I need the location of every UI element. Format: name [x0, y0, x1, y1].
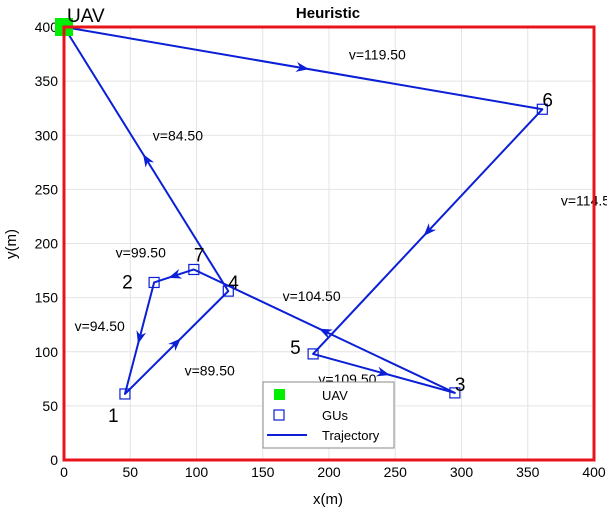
- y-tick-label: 0: [50, 452, 58, 468]
- x-axis-label: x(m): [313, 491, 343, 508]
- x-tick-label: 350: [516, 464, 540, 480]
- gu-marker: [188, 263, 200, 276]
- y-tick-label: 250: [35, 181, 59, 197]
- x-tick-label: 300: [450, 464, 474, 480]
- legend-label: GUs: [322, 408, 349, 423]
- gu-marker: [449, 387, 461, 399]
- x-tick-label: 50: [122, 464, 138, 480]
- gu-marker: [222, 285, 234, 297]
- plot-frame: [62, 25, 596, 462]
- velocity-label: v=84.50: [153, 128, 203, 144]
- direction-arrow: [168, 269, 183, 279]
- chart-title: Heuristic: [296, 5, 360, 22]
- direction-arrow: [318, 328, 333, 339]
- gu-label: 4: [228, 273, 239, 294]
- velocity-label: v=99.50: [116, 245, 166, 261]
- legend-swatch-uav: [274, 389, 285, 400]
- uav-label: UAV: [67, 6, 105, 27]
- velocity-label: v=94.50: [75, 318, 125, 334]
- y-tick-label: 350: [35, 73, 59, 89]
- direction-arrow: [168, 338, 181, 352]
- legend-label: UAV: [322, 388, 348, 403]
- ticks: 0 50 100 150 200 250 300 350 400 0 50 100 150 200 250 3…: [35, 19, 606, 480]
- gu-label: 3: [455, 375, 466, 396]
- gu-label: 7: [194, 245, 205, 266]
- annotations: 1234567UAVv=119.50v=114.50v=109.50v=104.…: [67, 6, 607, 427]
- y-tick-label: 150: [35, 290, 59, 306]
- gu-marker: [536, 103, 548, 115]
- y-tick-label: 300: [35, 127, 59, 143]
- y-tick-label: 400: [35, 19, 59, 35]
- direction-arrow: [423, 223, 437, 236]
- y-tick-label: 100: [35, 344, 59, 360]
- velocity-label: v=114.50: [561, 193, 607, 209]
- velocity-label: v=104.50: [283, 288, 341, 304]
- direction-arrow: [375, 366, 390, 377]
- gu-marker: [307, 348, 319, 360]
- legend-label: Trajectory: [322, 428, 380, 443]
- trajectory-line: [63, 26, 544, 395]
- gu-marker: [148, 276, 160, 289]
- velocity-label: v=119.50: [349, 46, 406, 62]
- y-tick-label: 50: [42, 398, 58, 414]
- x-tick-label: 0: [60, 464, 68, 480]
- x-tick-label: 200: [317, 464, 341, 480]
- velocity-label: v=89.50: [185, 363, 235, 379]
- x-tick-label: 150: [251, 464, 275, 480]
- x-tick-label: 400: [582, 464, 606, 480]
- gu-marker: [119, 388, 131, 400]
- direction-arrow: [295, 62, 310, 72]
- direction-arrow: [142, 153, 155, 168]
- gu-label: 1: [108, 406, 119, 427]
- y-tick-label: 200: [35, 236, 59, 252]
- y-axis-label: y(m): [3, 229, 20, 259]
- legend-swatch-gus: [273, 409, 285, 421]
- x-tick-label: 100: [185, 464, 209, 480]
- gu-label: 6: [542, 90, 553, 111]
- gu-label: 5: [290, 338, 301, 359]
- x-tick-label: 250: [384, 464, 408, 480]
- legend: UAV GUs Trajectory: [262, 381, 395, 449]
- direction-arrow: [136, 330, 147, 345]
- trajectory: [63, 26, 544, 395]
- gu-label: 2: [122, 272, 133, 293]
